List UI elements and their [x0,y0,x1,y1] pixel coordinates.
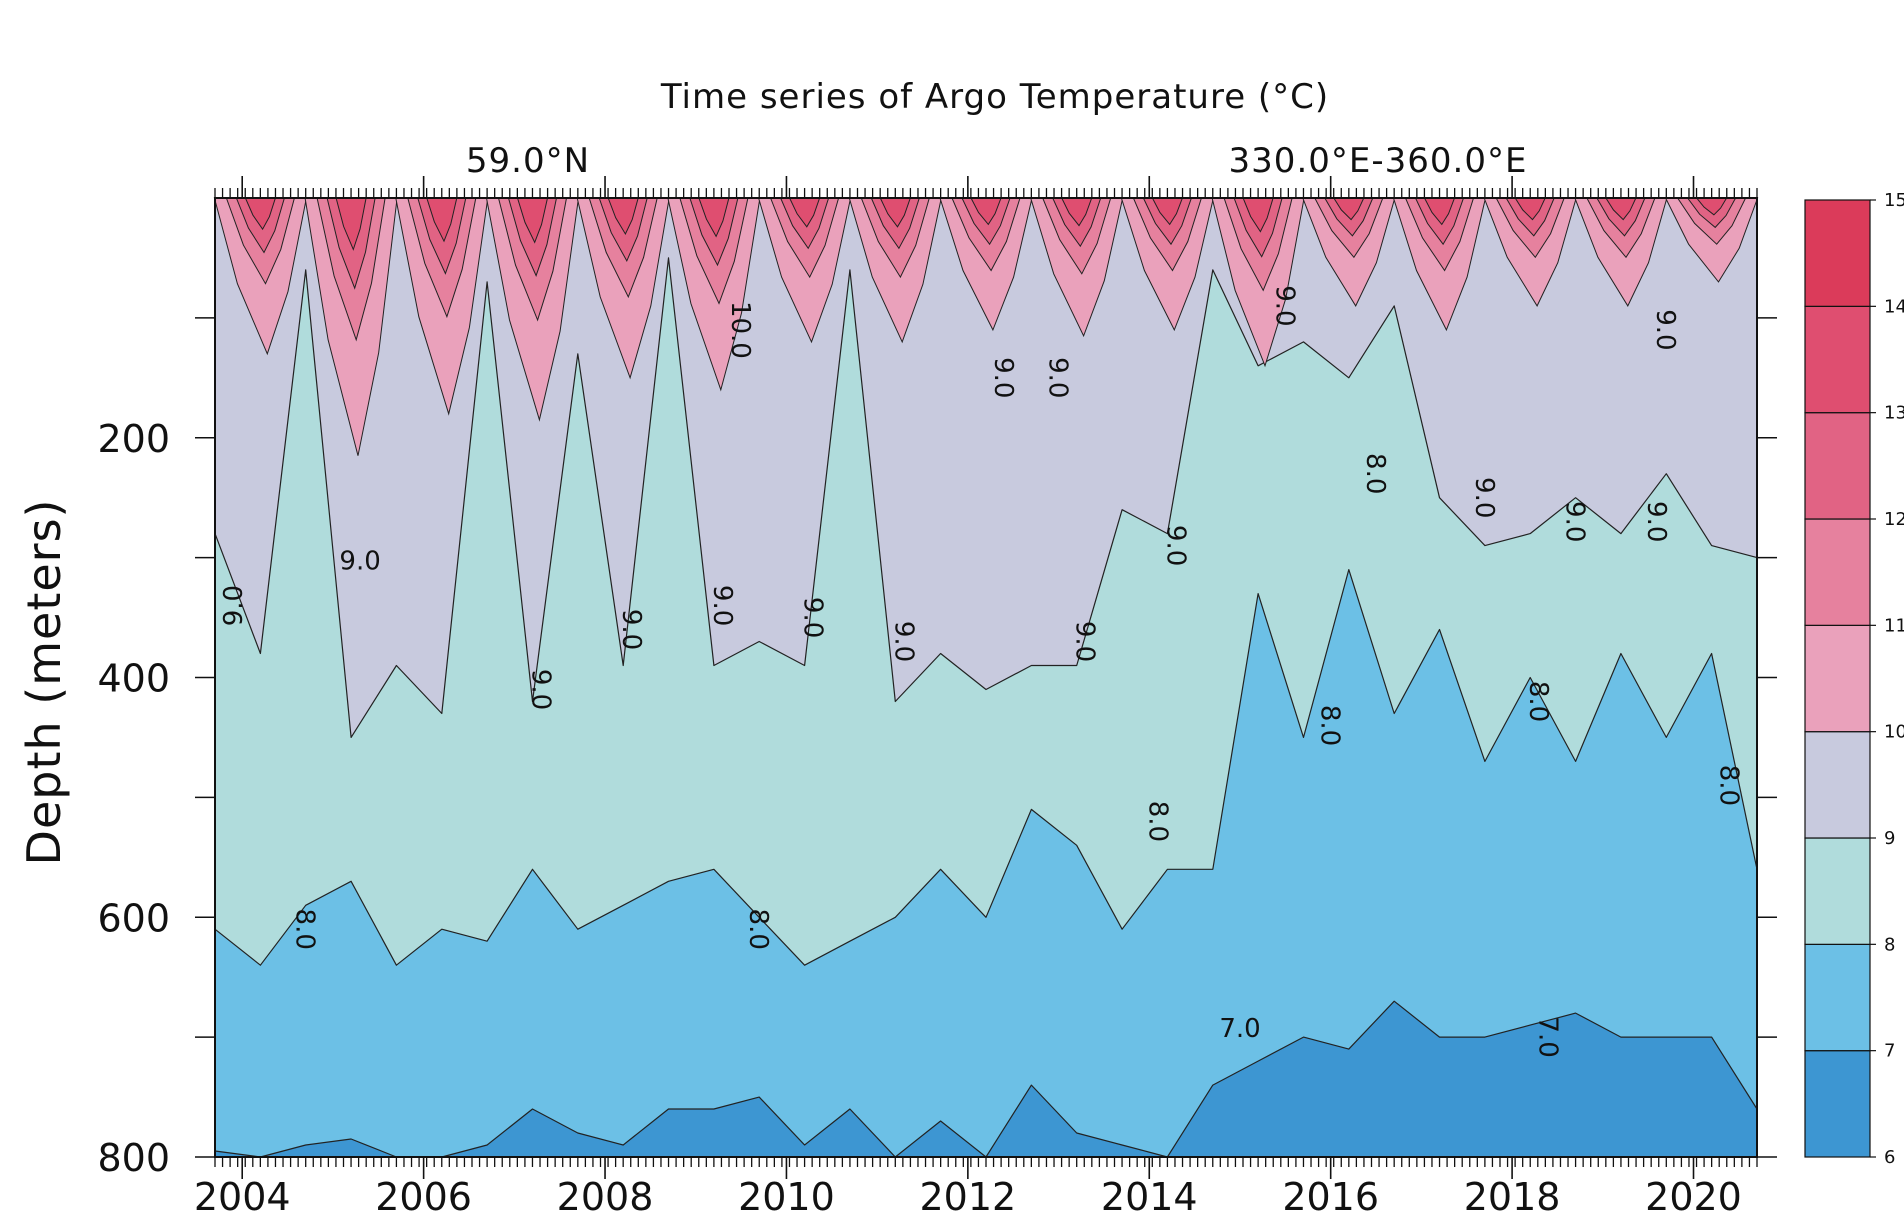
contour-label: 9.0 [219,585,249,626]
colorbar-segment [1804,731,1871,839]
colorbar: 6 7 8 9 10 11 12 13 14 15 [1804,190,1904,1168]
warm-tongue [213,197,308,356]
warm-tongue [939,197,1033,332]
colorbar-label: 11 [1884,615,1904,636]
colorbar-segment [1804,1050,1871,1158]
colorbar-label: 15 [1884,190,1904,211]
x-tick-label: 2010 [738,1175,835,1214]
contour-label: 8.0 [290,909,320,950]
colorbar-segment [1804,199,1871,307]
colorbar-label: 8 [1884,934,1895,955]
chart-subtitle-longitude: 330.0°E-360.0°E [1229,141,1528,181]
warm-tongue [1392,197,1487,332]
x-tick-label: 2014 [1101,1175,1198,1214]
colorbar-segment [1804,943,1871,1052]
contour-label: 9.0 [1043,357,1073,398]
x-tick-label: 2004 [194,1175,291,1214]
warm-tongue [576,197,670,380]
x-tick-label: 2016 [1282,1175,1379,1214]
contour-label: 9.0 [888,621,918,662]
contour-label: 9.0 [798,597,828,638]
colorbar-segment [1804,624,1871,733]
contour-label: 8.0 [1360,453,1390,494]
x-tick-label: 2018 [1464,1175,1561,1214]
contour-label: 8.0 [1315,705,1345,746]
y-tick-label: 600 [97,896,170,940]
chart-title: Time series of Argo Temperature (°C) [660,77,1329,117]
contour-label: 9.0 [988,357,1018,398]
y-tick-label: 400 [97,657,170,701]
colorbar-label: 13 [1884,403,1904,424]
contour-label: 8.0 [1714,765,1744,806]
colorbar-label: 14 [1884,296,1904,317]
contour-label: 10.0 [725,301,755,359]
contour-label: 9.0 [1160,525,1190,566]
x-tick-label: 2020 [1645,1175,1742,1214]
colorbar-label: 6 [1884,1147,1895,1168]
colorbar-segment [1804,412,1871,520]
contour-label: 9.0 [1070,621,1100,662]
contour-label: 7.0 [1532,1016,1562,1057]
warm-tongue [667,197,761,392]
chart-subtitle-latitude: 59.0°N [466,141,590,181]
colorbar-segment [1804,305,1871,414]
contour-label: 9.0 [526,669,556,710]
x-tick-label: 2008 [557,1175,654,1214]
plot-axes: 2004 2006 2008 2010 2012 2014 2016 2018 2020 200 4… [97,176,1777,1214]
contour-label: 9.0 [1641,501,1671,542]
band-6-7 [214,1000,1758,1158]
contour-label: 9.0 [707,585,737,626]
x-tick-label: 2006 [375,1175,472,1214]
contour-label: 9.0 [1650,309,1680,350]
colorbar-label: 7 [1884,1041,1895,1062]
y-axis-label: Depth (meters) [17,499,71,866]
warm-tongue [1120,197,1215,332]
y-tick-label: 800 [97,1136,170,1180]
warm-tongue [1574,197,1668,307]
warm-tongue [304,197,398,456]
y-tick-label: 200 [97,417,170,461]
contour-labels: 9.0 9.0 9.0 9.0 9.0 9.0 9.0 9.0 9.0 9.0 9.0 9.0 9.0 9… [219,285,1744,1058]
contour-label: 9.0 [339,547,380,577]
band-7-8 [214,569,1758,1158]
colorbar-label: 10 [1884,722,1904,743]
contour-label: 8.0 [1523,681,1553,722]
colorbar-label: 9 [1884,828,1895,849]
colorbar-segment [1804,837,1871,945]
warm-tongue [485,197,580,422]
colorbar-label: 12 [1884,509,1904,530]
contour-label: 8.0 [743,909,773,950]
contour-label: 9.0 [1560,501,1590,542]
contour-plot-area [213,197,1759,1158]
contour-label: 9.0 [1269,285,1299,326]
x-tick-label: 2012 [919,1175,1016,1214]
contour-label: 7.0 [1219,1014,1260,1044]
colorbar-segment [1804,518,1871,626]
contour-label: 9.0 [616,609,646,650]
contour-label: 8.0 [1142,801,1172,842]
warm-tongue [1302,197,1396,307]
warm-tongue [1483,197,1577,307]
contour-label: 9.0 [1469,477,1499,518]
